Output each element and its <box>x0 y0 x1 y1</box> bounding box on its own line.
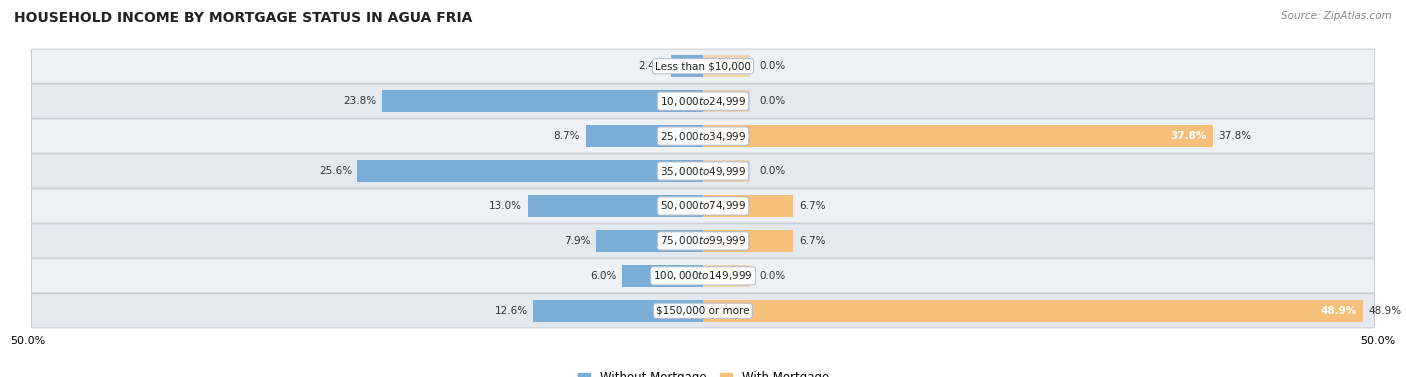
Text: Source: ZipAtlas.com: Source: ZipAtlas.com <box>1281 11 1392 21</box>
Bar <box>533 300 703 322</box>
FancyBboxPatch shape <box>31 49 1375 83</box>
Text: 12.6%: 12.6% <box>495 306 527 316</box>
Text: 7.9%: 7.9% <box>564 236 591 246</box>
Bar <box>357 160 703 182</box>
Bar <box>596 230 703 252</box>
Text: 37.8%: 37.8% <box>1219 131 1251 141</box>
Text: 48.9%: 48.9% <box>1368 306 1402 316</box>
Text: 0.0%: 0.0% <box>759 61 786 71</box>
Text: $150,000 or more: $150,000 or more <box>657 306 749 316</box>
Text: 2.4%: 2.4% <box>638 61 665 71</box>
Text: Less than $10,000: Less than $10,000 <box>655 61 751 71</box>
Text: $50,000 to $74,999: $50,000 to $74,999 <box>659 199 747 213</box>
FancyBboxPatch shape <box>31 294 1375 328</box>
Text: $25,000 to $34,999: $25,000 to $34,999 <box>659 130 747 143</box>
Bar <box>703 55 751 77</box>
Text: 48.9%: 48.9% <box>1320 306 1357 316</box>
FancyBboxPatch shape <box>31 84 1375 118</box>
Bar <box>703 90 751 112</box>
Bar <box>671 55 703 77</box>
Bar <box>621 265 703 287</box>
Bar <box>382 90 703 112</box>
FancyBboxPatch shape <box>31 259 1375 293</box>
FancyBboxPatch shape <box>31 224 1375 258</box>
FancyBboxPatch shape <box>31 189 1375 223</box>
Bar <box>703 300 1362 322</box>
FancyBboxPatch shape <box>31 119 1375 153</box>
Legend: Without Mortgage, With Mortgage: Without Mortgage, With Mortgage <box>572 366 834 377</box>
Bar <box>703 160 751 182</box>
Text: 13.0%: 13.0% <box>489 201 522 211</box>
Bar <box>527 195 703 217</box>
Text: 0.0%: 0.0% <box>759 271 786 281</box>
Bar <box>703 230 793 252</box>
Text: 6.7%: 6.7% <box>799 236 825 246</box>
Text: $10,000 to $24,999: $10,000 to $24,999 <box>659 95 747 108</box>
Text: 37.8%: 37.8% <box>1170 131 1206 141</box>
Text: $35,000 to $49,999: $35,000 to $49,999 <box>659 164 747 178</box>
Text: 8.7%: 8.7% <box>554 131 581 141</box>
Bar <box>703 265 751 287</box>
Text: 23.8%: 23.8% <box>343 96 377 106</box>
FancyBboxPatch shape <box>31 154 1375 188</box>
Text: 0.0%: 0.0% <box>759 166 786 176</box>
Bar <box>703 125 1213 147</box>
Text: HOUSEHOLD INCOME BY MORTGAGE STATUS IN AGUA FRIA: HOUSEHOLD INCOME BY MORTGAGE STATUS IN A… <box>14 11 472 25</box>
Text: 25.6%: 25.6% <box>319 166 352 176</box>
Text: 0.0%: 0.0% <box>759 96 786 106</box>
Bar <box>585 125 703 147</box>
Text: 6.7%: 6.7% <box>799 201 825 211</box>
Text: $75,000 to $99,999: $75,000 to $99,999 <box>659 234 747 247</box>
Bar <box>703 195 793 217</box>
Text: 6.0%: 6.0% <box>591 271 617 281</box>
Text: $100,000 to $149,999: $100,000 to $149,999 <box>654 269 752 282</box>
